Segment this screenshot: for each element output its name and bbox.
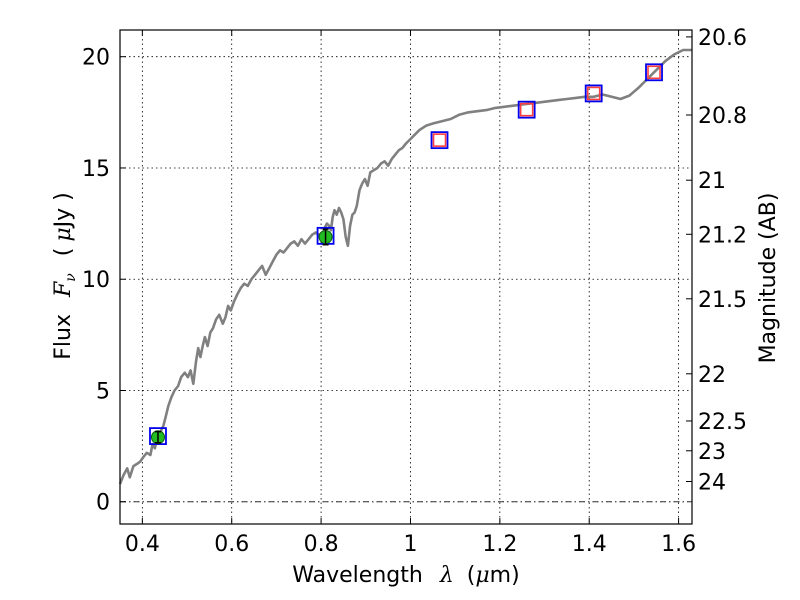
y-tick-label: 15 <box>82 157 110 182</box>
x-tick-label: 1.2 <box>482 532 517 557</box>
model-photometry-square <box>517 100 536 119</box>
x-axis-unit-mu: μ <box>475 563 489 588</box>
y-axis-unit-mu: μ <box>51 227 76 241</box>
x-tick-label: 0.8 <box>304 532 339 557</box>
predicted-photometry-square <box>519 102 534 117</box>
right-tick-label: 22.5 <box>698 410 747 435</box>
plot-frame <box>119 29 693 525</box>
y-axis-subscript: ν <box>63 273 79 282</box>
x-axis-unit-rest: m) <box>490 563 520 588</box>
x-tick-labels: 0.4 0.6 0.8 1 1.2 1.4 1.6 <box>125 532 696 557</box>
x-axis-symbol: λ <box>439 563 454 588</box>
model-photometry-square <box>584 84 603 103</box>
spectrum-line <box>118 48 692 485</box>
right-tick-label: 22 <box>698 363 726 388</box>
x-tick-label: 0.4 <box>125 532 160 557</box>
x-axis-label-text: Wavelength <box>292 563 423 588</box>
right-tick-label: 21 <box>698 169 726 194</box>
grid-layer <box>120 30 692 524</box>
model-photometry-square <box>430 131 449 150</box>
spectrum-layer <box>118 48 692 485</box>
predicted-photometry-square <box>586 86 601 101</box>
right-tick-labels: 20.6 20.8 21 21.2 21.5 22 22.5 23 24 <box>698 26 747 496</box>
y-tick-label: 10 <box>82 268 110 293</box>
x-axis-label: Wavelength λ (μm) <box>292 563 519 588</box>
right-tick-label: 20.6 <box>698 26 747 51</box>
y-axis-symbol: F <box>51 281 76 298</box>
y-tick-labels: 0 5 10 15 20 <box>82 46 110 516</box>
x-tick-label: 0.6 <box>214 532 249 557</box>
x-tick-label: 1.6 <box>661 532 696 557</box>
y-tick-label: 0 <box>96 491 110 516</box>
markers-layer <box>149 63 663 446</box>
y-axis-label: Flux Fν ( μJy ) <box>51 192 81 360</box>
right-axis-label: Magnitude (AB) <box>756 193 781 364</box>
x-axis-unit-open: ( <box>467 563 476 588</box>
y-tick-label: 5 <box>96 379 110 404</box>
y-axis-label-text: Flux <box>51 314 76 360</box>
y-tick-label: 20 <box>82 46 110 71</box>
y-axis-unit-rest: Jy ) <box>51 192 76 229</box>
predicted-photometry-square <box>432 133 447 147</box>
right-tick-label: 21.5 <box>698 288 747 313</box>
right-tick-label: 24 <box>698 470 726 495</box>
x-tick-label: 1.4 <box>572 532 607 557</box>
right-tick-label: 23 <box>698 440 726 465</box>
right-tick-label: 20.8 <box>698 104 747 129</box>
right-tick-label: 21.2 <box>698 223 747 248</box>
x-tick-label: 1 <box>403 532 417 557</box>
y-axis-unit-open: ( <box>51 248 76 257</box>
model-photometry-square <box>645 63 663 82</box>
predicted-photometry-square <box>647 65 661 80</box>
ticks-layer <box>120 30 692 524</box>
